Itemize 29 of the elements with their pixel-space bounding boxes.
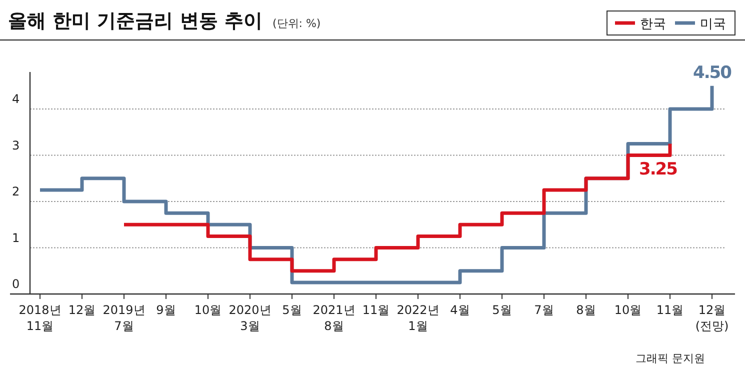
legend-label: 한국 (640, 17, 666, 32)
x-tick-label: 2018년 11월 (18, 303, 62, 333)
legend-label: 미국 (700, 17, 726, 32)
y-tick-label: 1 (12, 230, 20, 245)
y-tick-label: 2 (12, 184, 20, 198)
chart-subtitle: (단위: %) (272, 17, 321, 30)
x-tick-label: 12월 (68, 303, 96, 317)
x-tick-label: 2021년 8월 (312, 303, 356, 333)
x-tick-label: 8월 (576, 303, 596, 317)
x-tick-label: 9월 (156, 303, 176, 317)
x-tick-label: 2020년 3월 (228, 303, 272, 333)
data-label: 4.50 (693, 62, 732, 83)
x-tick-label: 2022년 1월 (396, 303, 440, 333)
x-tick-label: 11월 (656, 303, 684, 317)
x-tick-label: 5월 (492, 303, 512, 317)
x-tick-label: 2019년 7월 (102, 303, 146, 333)
x-tick-label: 10월 (194, 303, 222, 317)
x-tick-label: 10월 (614, 303, 642, 317)
text: 그래픽 문지원 (636, 352, 705, 365)
y-tick-label: 4 (12, 92, 20, 106)
x-tick-label: 11월 (362, 303, 390, 317)
x-tick-label: 12월 (전망) (695, 303, 729, 333)
x-tick-label: 7월 (534, 303, 554, 317)
chart-title: 올해 한미 기준금리 변동 추이 (8, 10, 262, 32)
data-label: 3.25 (639, 160, 678, 180)
x-tick-label: 5월 (282, 303, 302, 317)
x-tick-label: 4월 (450, 303, 470, 317)
y-tick-label: 0 (12, 277, 20, 291)
y-tick-label: 3 (12, 138, 20, 152)
